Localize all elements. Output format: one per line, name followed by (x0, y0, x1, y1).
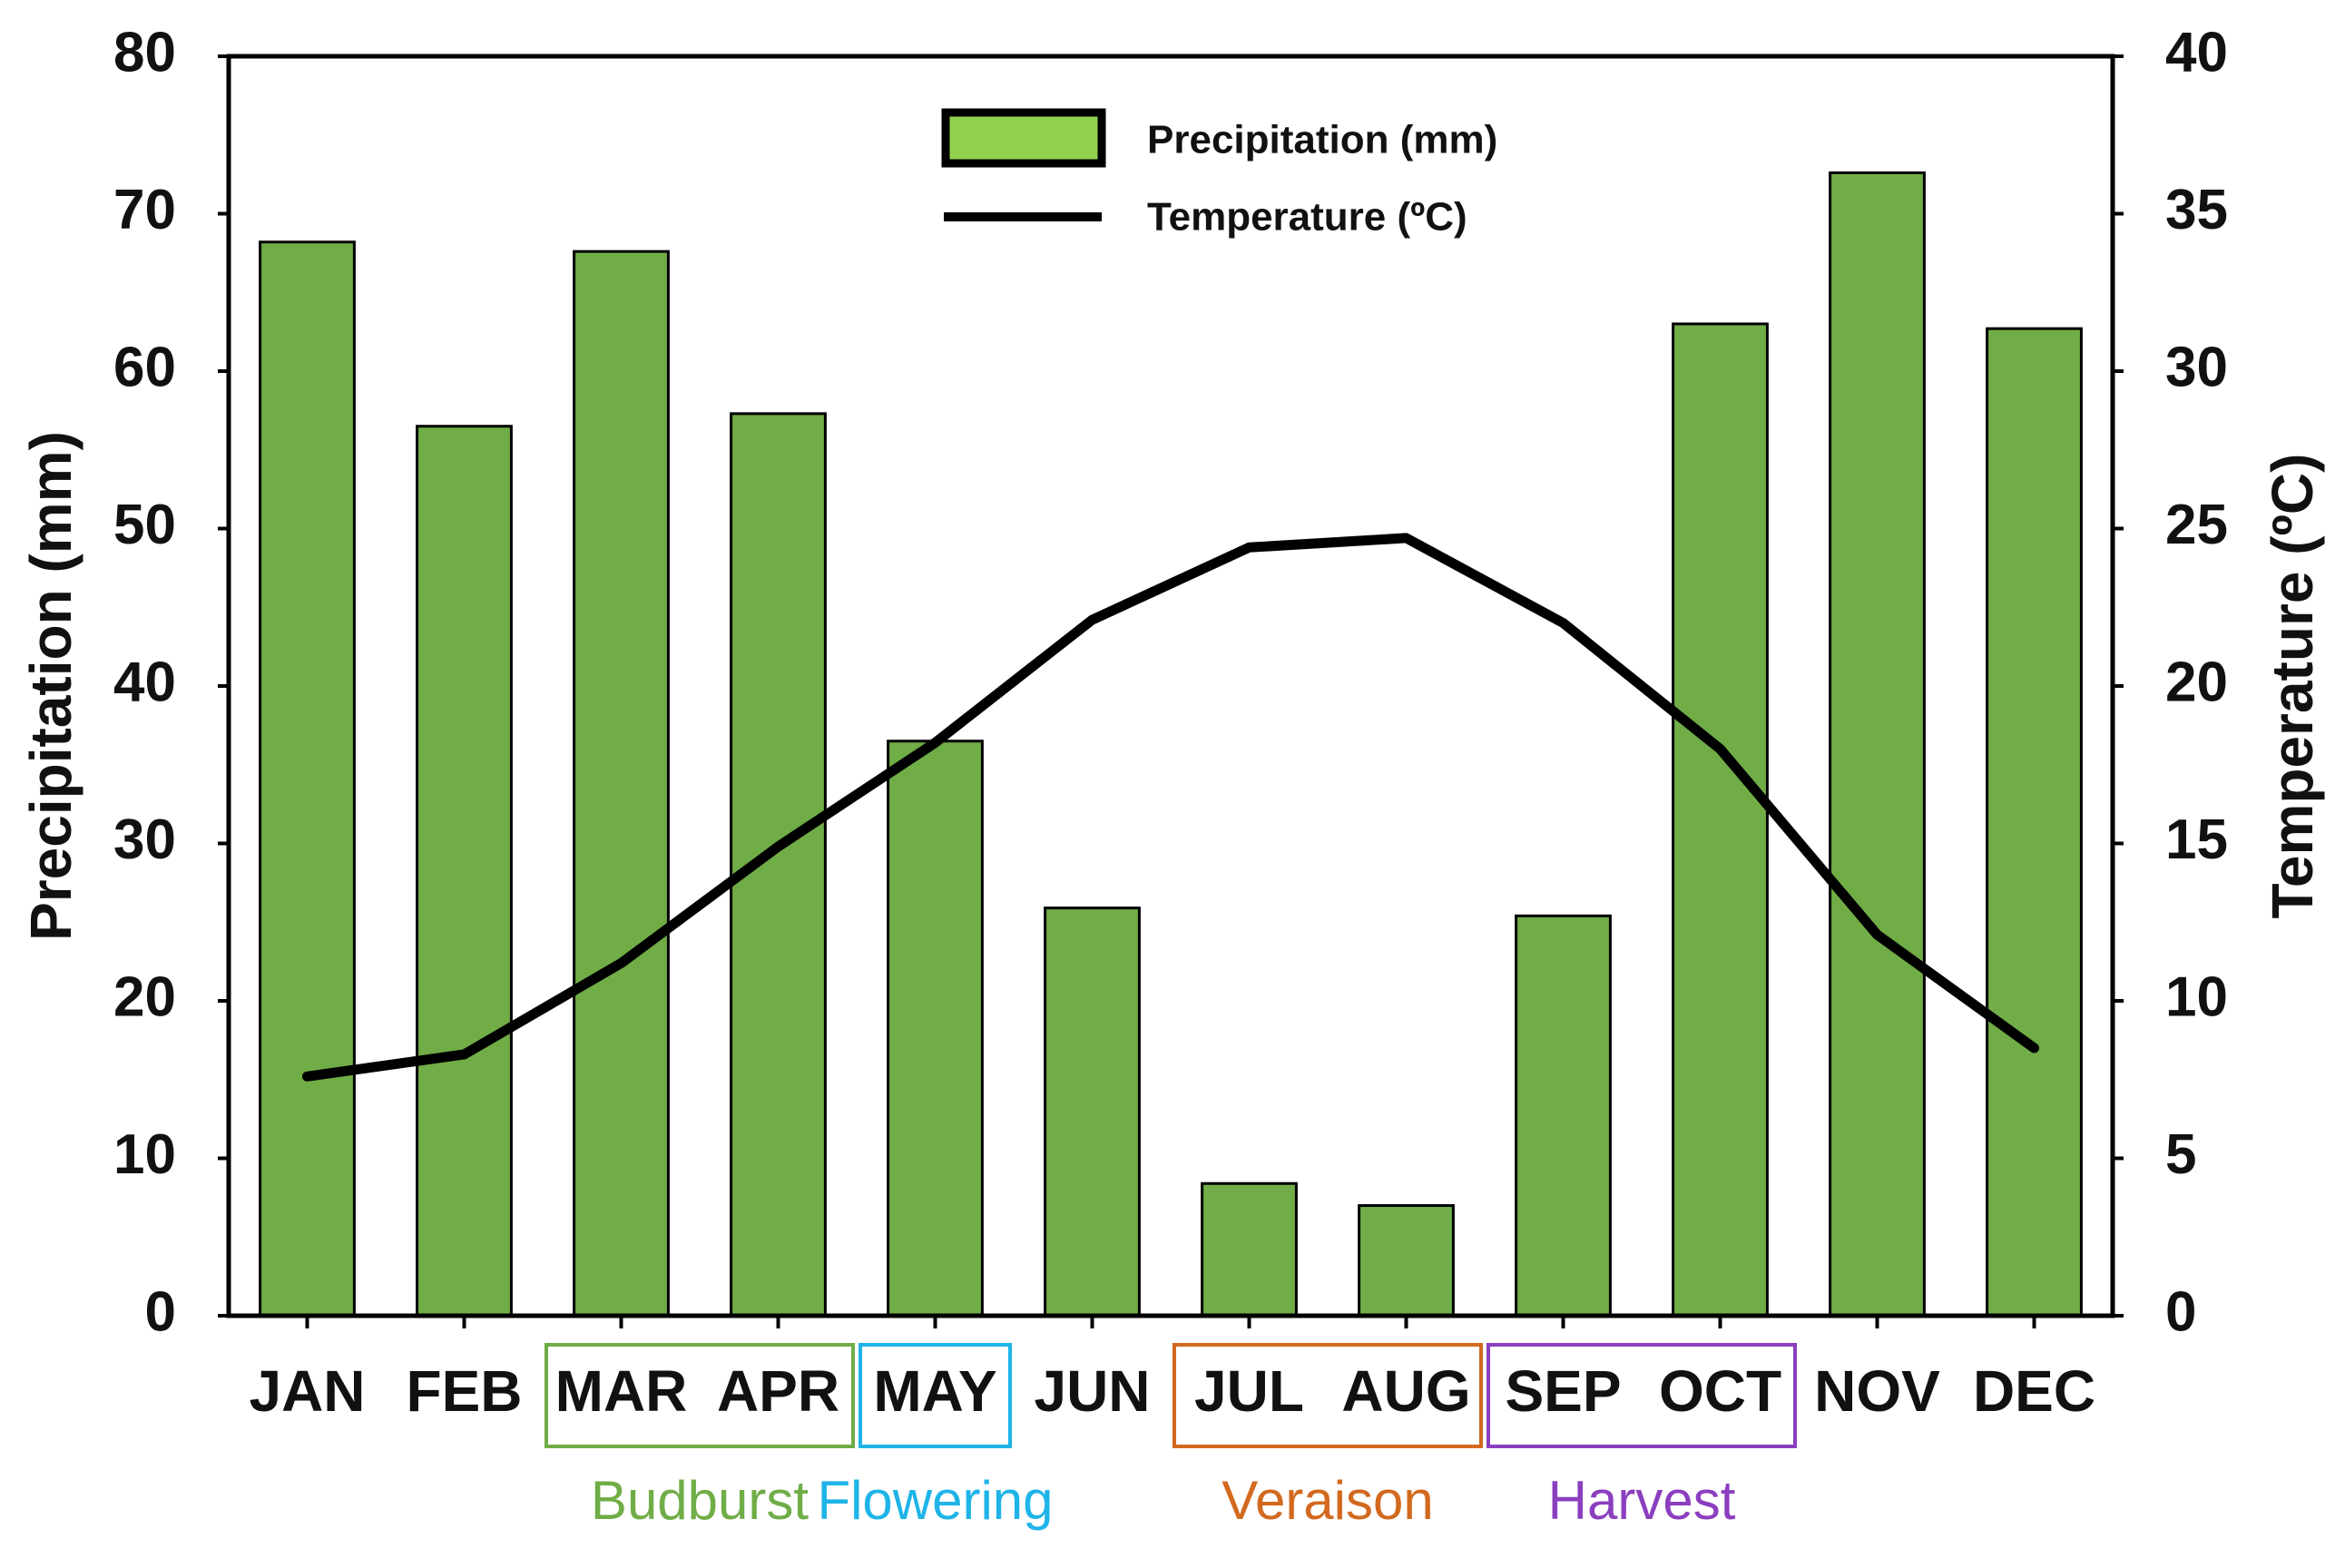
phase-box-veraison (1172, 1343, 1483, 1448)
right-axis: 0 5 10 15 20 25 30 35 40 (2113, 21, 2228, 1343)
phase-label-budburst: Budburst (591, 1470, 809, 1531)
bar-jul (1201, 1181, 1298, 1318)
month-label-apr: APR (717, 1358, 839, 1424)
left-tick-label: 0 (145, 1280, 176, 1343)
right-tick-label: 10 (2165, 965, 2228, 1028)
precipitation-bars (259, 171, 2083, 1318)
left-tick-label: 30 (113, 808, 176, 871)
left-tick-label: 40 (113, 651, 176, 713)
bar-jun (1044, 906, 1141, 1318)
bar-aug (1358, 1204, 1455, 1318)
month-label-sep: SEP (1505, 1358, 1621, 1424)
legend-swatch-precipitation (941, 108, 1106, 168)
month-label-oct: OCT (1659, 1358, 1781, 1424)
bar-dec (1986, 327, 2083, 1318)
left-tick-label: 10 (113, 1123, 176, 1186)
right-tick-label: 0 (2165, 1280, 2196, 1343)
temperature-line (302, 533, 2039, 1082)
bar-nov (1829, 171, 1926, 1318)
bar-feb (416, 425, 513, 1318)
left-tick-label: 60 (113, 336, 176, 398)
left-axis-title: Precipitation (mm) (18, 431, 83, 941)
bar-may (887, 740, 984, 1318)
right-tick-label: 25 (2165, 494, 2228, 556)
month-label-feb: FEB (407, 1358, 523, 1424)
legend-label-temperature: Temperature (ºC) (1147, 195, 1467, 240)
month-label-jun: JUN (1034, 1358, 1150, 1424)
left-tick-label: 50 (113, 494, 176, 556)
month-label-may: MAY (873, 1358, 996, 1424)
month-label-aug: AUG (1341, 1358, 1470, 1424)
right-tick-label: 15 (2165, 808, 2228, 871)
bar-mar (573, 250, 670, 1318)
left-tick-label: 20 (113, 965, 176, 1028)
right-tick-label: 40 (2165, 21, 2228, 83)
legend: Precipitation (mm) Temperature (ºC) (941, 108, 1497, 240)
month-label-jul: JUL (1194, 1358, 1304, 1424)
right-tick-label: 20 (2165, 651, 2228, 713)
x-axis: JAN FEB MAR APR MAY JUN JUL AUG SEP OCT NOV DEC (249, 1316, 2095, 1424)
phase-annotations: Budburst Flowering Veraison Harvest (545, 1343, 1797, 1531)
month-label-jan: JAN (249, 1358, 365, 1424)
right-tick-label: 30 (2165, 336, 2228, 398)
month-label-nov: NOV (1814, 1358, 1940, 1424)
phase-box-harvest (1486, 1343, 1797, 1448)
phase-box-budburst (545, 1343, 855, 1448)
phase-label-veraison: Veraison (1222, 1470, 1434, 1531)
phase-label-flowering: Flowering (817, 1470, 1053, 1531)
bar-jan (259, 240, 356, 1318)
bar-apr (730, 412, 827, 1318)
right-axis-title: Temperature (ºC) (2260, 454, 2325, 919)
bar-oct (1672, 322, 1769, 1318)
phase-label-harvest: Harvest (1548, 1470, 1736, 1531)
month-label-dec: DEC (1973, 1358, 2095, 1424)
month-label-mar: MAR (555, 1358, 688, 1424)
phase-box-flowering (859, 1343, 1012, 1448)
right-tick-label: 35 (2165, 179, 2228, 241)
bar-sep (1515, 914, 1612, 1318)
left-axis: 0 10 20 30 40 50 60 70 80 (113, 21, 229, 1343)
left-tick-label: 70 (113, 179, 176, 241)
legend-label-precipitation: Precipitation (mm) (1147, 118, 1497, 162)
left-tick-label: 80 (113, 21, 176, 83)
right-tick-label: 5 (2165, 1123, 2196, 1186)
